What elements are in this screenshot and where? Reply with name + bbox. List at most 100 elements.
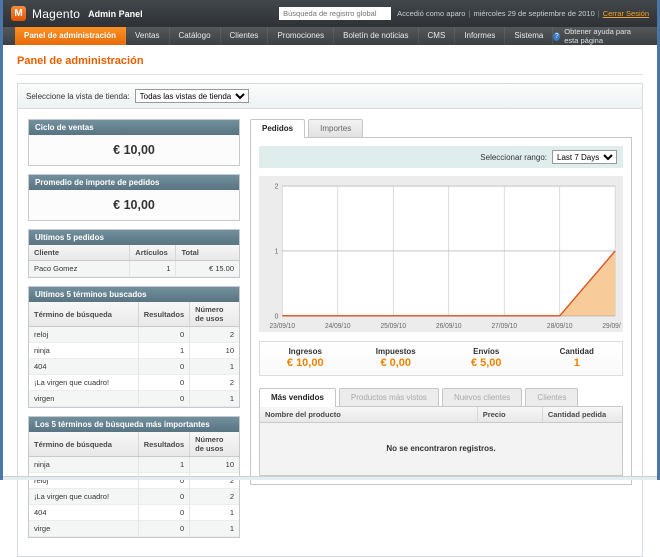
table-row: virge01 <box>29 521 239 537</box>
table-cell: 404 <box>29 359 138 375</box>
nav-item-catalog[interactable]: Catálogo <box>170 27 221 45</box>
nav-item-promotions[interactable]: Promociones <box>268 27 334 45</box>
column-header: Número de usos <box>190 432 239 457</box>
stat-quantity-label: Cantidad <box>532 347 623 356</box>
help-icon: ? <box>553 32 560 41</box>
table-cell: ¡La virgen que cuadro! <box>29 489 138 505</box>
svg-text:25/09/10: 25/09/10 <box>380 323 406 330</box>
table-cell: 2 <box>190 489 239 505</box>
nav-item-newsletter[interactable]: Boletín de noticias <box>334 27 418 45</box>
nav-item-dashboard[interactable]: Panel de administración <box>15 27 126 45</box>
column-header: Cantidad pedida <box>542 407 622 423</box>
table-cell: 1 <box>190 505 239 521</box>
nav-item-system[interactable]: Sistema <box>505 27 553 45</box>
store-switcher-label: Seleccione la vista de tienda: <box>26 92 130 101</box>
table-cell: Paco Gomez <box>29 261 130 277</box>
help-link[interactable]: ? Obtener ayuda para esta página <box>553 27 657 45</box>
svg-text:27/09/10: 27/09/10 <box>491 323 517 330</box>
table-cell: 2 <box>190 375 239 391</box>
stat-shipping-value: € 5,00 <box>441 357 532 369</box>
table-cell: 404 <box>29 505 138 521</box>
tab-amounts[interactable]: Importes <box>308 119 363 137</box>
brand-name: Magento <box>32 7 80 21</box>
top-header: M Magento Admin Panel Accedió como aparo… <box>3 0 657 27</box>
nav-item-reports[interactable]: Informes <box>455 27 505 45</box>
tab-bestsellers[interactable]: Más vendidos <box>259 388 336 407</box>
lifetime-sales-value: € 10,00 <box>29 135 239 165</box>
table-cell: 0 <box>138 375 189 391</box>
tab-customers[interactable]: Clientes <box>525 388 578 406</box>
lifetime-sales-title: Ciclo de ventas <box>29 120 239 135</box>
table-row: ninja110 <box>29 343 239 359</box>
table-row: Paco Gomez1€ 15.00 <box>29 261 239 277</box>
table-row: virgen01 <box>29 391 239 407</box>
orders-area-chart: 01223/09/1024/09/1025/09/1026/09/1027/09… <box>261 180 621 332</box>
column-header: Término de búsqueda <box>29 302 138 327</box>
table-cell: reloj <box>29 473 138 489</box>
stat-tax-label: Impuestos <box>351 347 442 356</box>
table-row: ¡La virgen que cuadro!02 <box>29 375 239 391</box>
range-label: Seleccionar rango: <box>480 153 547 162</box>
table-cell: 0 <box>138 359 189 375</box>
stat-shipping-label: Envíos <box>441 347 532 356</box>
column-header: Artículos <box>130 245 176 261</box>
table-cell: 1 <box>130 261 176 277</box>
column-header: Nombre del producto <box>260 407 477 423</box>
table-cell: ¡La virgen que cuadro! <box>29 375 138 391</box>
tab-most-viewed[interactable]: Productos más vistos <box>339 388 439 406</box>
svg-text:0: 0 <box>275 313 279 320</box>
table-cell: 2 <box>190 327 239 343</box>
average-orders-value: € 10,00 <box>29 190 239 220</box>
average-orders-title: Promedio de importe de pedidos <box>29 175 239 190</box>
range-bar: Seleccionar rango: Last 7 Days <box>259 146 623 168</box>
table-cell: 0 <box>138 505 189 521</box>
svg-text:2: 2 <box>275 183 279 190</box>
nav-item-sales[interactable]: Ventas <box>126 27 169 45</box>
main-content-box: Seleccione la vista de tienda: Todas las… <box>17 83 643 557</box>
nav-item-cms[interactable]: CMS <box>419 27 456 45</box>
footer-strip <box>3 476 657 480</box>
last-orders-table: ClienteArtículosTotalPaco Gomez1€ 15.00 <box>29 245 239 277</box>
range-select[interactable]: Last 7 Days <box>552 150 617 164</box>
stat-revenue-value: € 10,00 <box>260 357 351 369</box>
column-header: Cliente <box>29 245 130 261</box>
table-cell: 2 <box>190 473 239 489</box>
table-cell: 1 <box>190 521 239 537</box>
table-cell: 10 <box>190 457 239 473</box>
last-search-terms-table: Término de búsquedaResultadosNúmero de u… <box>29 302 239 407</box>
main-nav: Panel de administración Ventas Catálogo … <box>3 27 657 45</box>
page-title: Panel de administración <box>17 52 643 75</box>
table-cell: 1 <box>190 391 239 407</box>
table-row: 40401 <box>29 359 239 375</box>
empty-row: No se encontraron registros. <box>260 423 622 475</box>
svg-text:24/09/10: 24/09/10 <box>325 323 351 330</box>
stat-tax-value: € 0,00 <box>351 357 442 369</box>
magento-logo-icon: M <box>11 6 26 21</box>
lifetime-sales-box: Ciclo de ventas € 10,00 <box>28 119 240 166</box>
stat-shipping: Envíos € 5,00 <box>441 342 532 375</box>
logout-link[interactable]: Cerrar Sesión <box>603 9 649 18</box>
tab-orders[interactable]: Pedidos <box>250 119 305 138</box>
table-cell: 1 <box>190 359 239 375</box>
bestsellers-table: Nombre del productoPrecioCantidad pedida… <box>260 407 622 475</box>
svg-text:23/09/10: 23/09/10 <box>270 323 296 330</box>
nav-item-customers[interactable]: Clientes <box>221 27 269 45</box>
last-search-terms-box: Ultimos 5 términos buscados Término de b… <box>28 286 240 408</box>
table-cell: 0 <box>138 489 189 505</box>
bottom-tabs: Más vendidos Productos más vistos Nuevos… <box>259 388 623 406</box>
dashboard-left-column: Ciclo de ventas € 10,00 Promedio de impo… <box>28 119 240 546</box>
table-cell: 0 <box>138 327 189 343</box>
store-switcher-select[interactable]: Todas las vistas de tienda <box>135 89 249 103</box>
logged-in-as: Accedió como aparo <box>397 9 465 18</box>
table-cell: ninja <box>29 457 138 473</box>
average-orders-box: Promedio de importe de pedidos € 10,00 <box>28 174 240 221</box>
admin-page: M Magento Admin Panel Accedió como aparo… <box>0 0 660 480</box>
table-cell: 10 <box>190 343 239 359</box>
brand-suffix: Admin Panel <box>88 9 143 19</box>
table-cell: 0 <box>138 521 189 537</box>
table-row: reloj02 <box>29 473 239 489</box>
session-info: Accedió como aparo|miércoles 29 de septi… <box>397 9 649 18</box>
table-cell: virge <box>29 521 138 537</box>
tab-new-customers[interactable]: Nuevos clientes <box>442 388 522 406</box>
global-search-input[interactable] <box>279 7 391 20</box>
